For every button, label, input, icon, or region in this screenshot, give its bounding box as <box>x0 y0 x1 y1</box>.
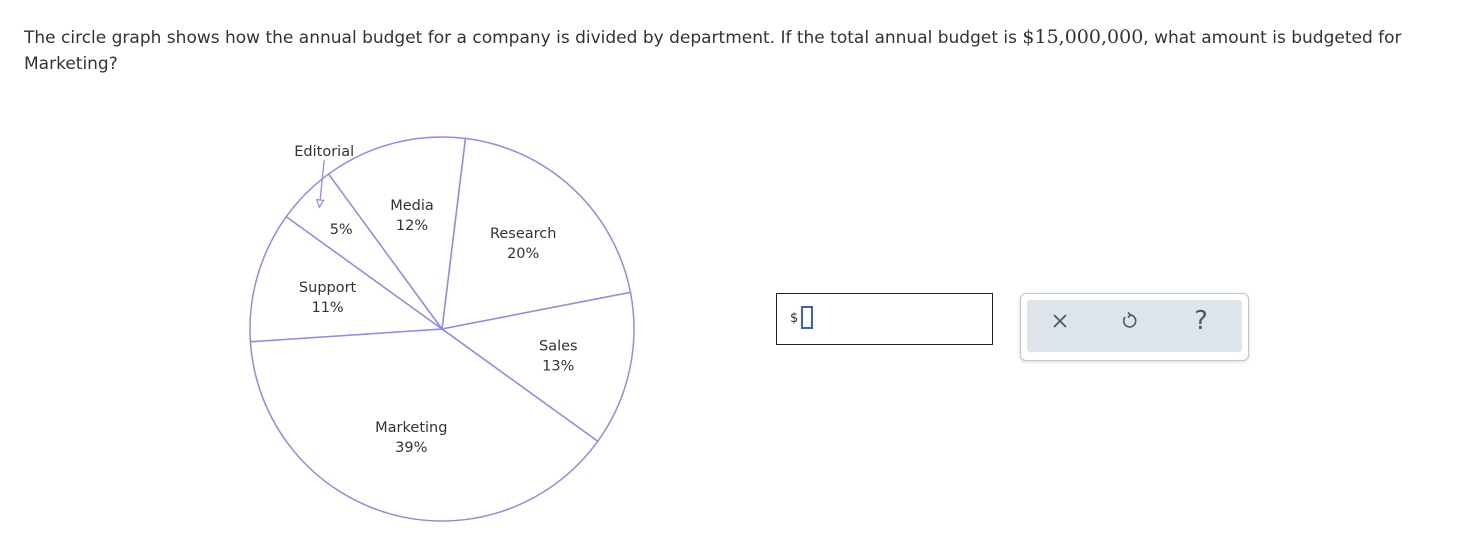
question-text: The circle graph shows how the annual bu… <box>24 24 1449 77</box>
close-icon <box>1053 314 1067 328</box>
pie-slice-sales <box>440 291 635 443</box>
slice-value-research: 20% <box>507 246 539 262</box>
leader-arrow-editorial <box>315 199 325 209</box>
help-icon: ? <box>1194 306 1208 336</box>
slice-label-media: Media <box>390 198 434 214</box>
answer-input[interactable]: $ <box>776 293 993 345</box>
dollar-prefix: $ <box>790 311 799 326</box>
pie-chart: Research 20% Sales 13% Marketing 39% Support 11… <box>249 136 635 522</box>
pie-slice-support <box>249 215 445 343</box>
clear-button[interactable]: Clear <box>1043 304 1077 338</box>
question-text-after: , what amount is budgeted for Marketing? <box>24 28 1402 74</box>
slice-label-editorial: Editorial <box>294 144 354 160</box>
slice-value-media: 12% <box>396 218 428 234</box>
leader-line-editorial <box>318 160 325 208</box>
slice-label-research: Research <box>490 226 557 242</box>
slice-label-marketing: Marketing <box>375 420 447 436</box>
pie-slice-research <box>441 137 632 330</box>
undo-button[interactable]: Undo <box>1112 304 1146 338</box>
text-cursor <box>801 306 813 329</box>
pie-slice-media <box>327 136 467 331</box>
undo-icon <box>1122 311 1137 328</box>
budget-amount: $15,000,000 <box>1022 26 1144 48</box>
question-text-before: The circle graph shows how the annual bu… <box>24 28 1023 48</box>
slice-label-sales: Sales <box>539 339 578 355</box>
slice-value-support: 11% <box>311 300 343 316</box>
action-panel: Clear Undo ? <box>1020 293 1249 361</box>
pie-slice-marketing <box>249 328 599 522</box>
help-button[interactable]: ? <box>1184 304 1218 338</box>
slice-value-sales: 13% <box>542 359 574 375</box>
slice-label-support: Support <box>299 280 357 296</box>
slice-value-editorial: 5% <box>330 222 353 238</box>
action-panel-background <box>1027 300 1242 352</box>
slice-value-marketing: 39% <box>395 440 427 456</box>
